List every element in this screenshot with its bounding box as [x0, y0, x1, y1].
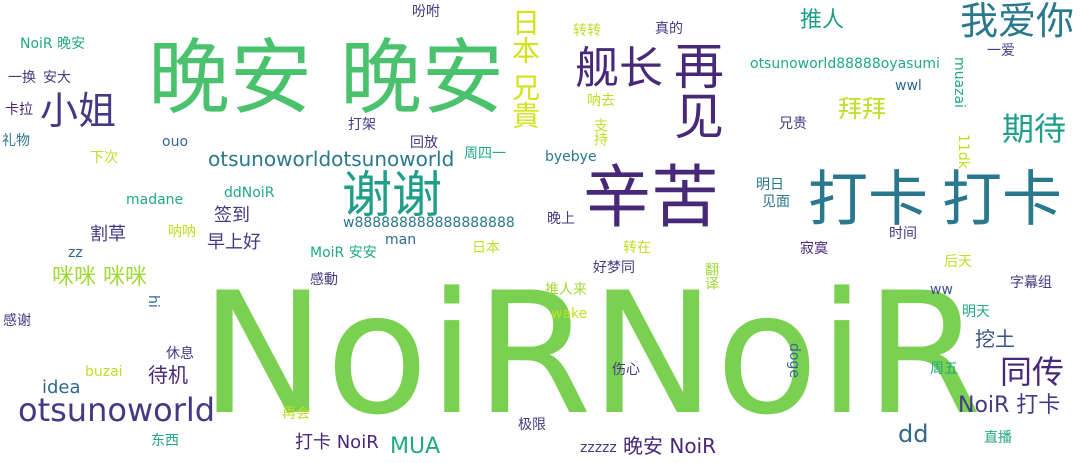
- word-ouo: ouo: [162, 134, 189, 150]
- word-wwl: wwl: [895, 78, 922, 94]
- word-mimi: 咪咪 咪咪: [52, 265, 147, 290]
- word-tuiren: 推人: [800, 8, 845, 33]
- word-ddnoir: ddNoiR: [224, 185, 275, 201]
- word-riben: 日本: [472, 240, 500, 256]
- word-byebye: byebye: [545, 149, 597, 165]
- word-dajia: 打架: [348, 117, 376, 133]
- word-zhuanzai: 转在: [623, 240, 651, 256]
- word-mingtian: 明天: [962, 304, 990, 320]
- word-tongchuan: 同传: [1000, 353, 1065, 391]
- word-buzai: buzai: [85, 364, 123, 380]
- word-huifang: 回放: [410, 135, 438, 151]
- word-qiandao: 签到: [214, 205, 250, 226]
- word-fenfu: 吩咐: [412, 4, 440, 20]
- word-w888: w888888888888888888: [343, 215, 515, 231]
- word-dongxi: 东西: [151, 433, 179, 449]
- word-moir-anan: MoiR 安安: [310, 245, 377, 261]
- word-fanyi: 翻译: [703, 262, 719, 290]
- word-woaini: 我爱你: [960, 0, 1075, 43]
- word-zz: zz: [68, 245, 83, 261]
- word-muazai: muazai: [951, 57, 967, 108]
- word-zhuanzhuan: 转转: [573, 23, 601, 39]
- word-watu: 挖土: [975, 327, 1015, 351]
- word-xiexie: 谢谢: [342, 166, 442, 224]
- word-gandong: 感動: [310, 272, 338, 288]
- word-zaihui: 再会: [282, 406, 310, 422]
- word-zhousiyi: 周四一: [464, 146, 506, 162]
- word-doge: doge: [786, 343, 802, 378]
- word-otsunoworld: otsunoworld: [18, 391, 216, 429]
- word-gecao: 割草: [90, 224, 126, 245]
- word-yiai: 一爱: [987, 43, 1015, 59]
- word-wanshang: 晚上: [547, 211, 575, 227]
- word-jimo: 寂寞: [800, 241, 828, 257]
- word-idea: idea: [42, 377, 81, 398]
- word-houtian: 后天: [944, 254, 972, 270]
- word-shijian: 时间: [889, 226, 917, 242]
- word-shangxin: 伤心: [612, 362, 640, 378]
- word-tuirenlai: 推人来: [545, 282, 587, 298]
- word-zhichi: 支持: [592, 118, 608, 146]
- word-riben-xiongui: 日本 兄貴: [508, 8, 541, 129]
- word-nana: 呐呐: [168, 224, 196, 240]
- word-hi: hi: [145, 295, 161, 308]
- word-daka-2: 打卡: [942, 165, 1062, 235]
- word-wanan-1: 晚安: [148, 31, 313, 126]
- word-zimuzu: 字幕组: [1010, 275, 1052, 291]
- word-xiuxi: 休息: [166, 346, 194, 362]
- word-baibai: 拜拜: [838, 95, 886, 123]
- word-daiji: 待机: [148, 363, 188, 387]
- word-zhouwu: 周五: [930, 361, 958, 377]
- word-ganxie: 感谢: [3, 313, 31, 329]
- word-zaijian: 再见: [666, 40, 724, 140]
- word-zhibo: 直播: [984, 430, 1012, 446]
- word-xiaojie: 小姐: [40, 89, 117, 133]
- word-zaoshanghao: 早上好: [207, 232, 261, 253]
- word-xionggui: 兄贵: [779, 116, 807, 132]
- word-noir-1: NoiR: [200, 256, 592, 452]
- word-anda: 安大: [43, 70, 71, 86]
- word-madane: madane: [126, 192, 184, 208]
- word-yihuan: 一换: [8, 70, 36, 86]
- word-ww: ww: [930, 282, 953, 298]
- word-noir-wanan: NoiR 晚安: [20, 36, 86, 52]
- word-mingri: 明日: [756, 177, 784, 193]
- word-jianmian: 见面: [762, 194, 790, 210]
- word-zzzzz: zzzzz: [580, 440, 617, 456]
- word-jixian: 极限: [518, 417, 546, 433]
- word-naqu: 呐去: [587, 93, 615, 109]
- word-daka-noir: 打卡 NoiR: [295, 432, 379, 453]
- word-dd: dd: [898, 420, 929, 448]
- word-wake: wake: [551, 306, 588, 322]
- word-xiaci: 下次: [90, 150, 118, 166]
- word-11dk: 11dk: [955, 134, 971, 169]
- word-otsunoworld-oyasumi: otsunoworld88888oyasumi: [750, 56, 940, 72]
- word-man: man: [385, 232, 417, 248]
- word-zhende: 真的: [655, 21, 683, 37]
- word-xinku: 辛苦: [583, 159, 720, 238]
- word-kala: 卡拉: [5, 102, 33, 118]
- word-mua: MUA: [390, 434, 441, 459]
- word-liwu: 礼物: [2, 133, 30, 149]
- word-otsunoworldotsunoworld: otsunoworldotsunoworld: [208, 147, 455, 171]
- word-qidai: 期待: [1002, 110, 1067, 148]
- word-daka-1: 打卡: [808, 165, 928, 235]
- word-noir-2: NoiR: [590, 256, 982, 452]
- word-wanan-2: 晚安: [340, 31, 505, 126]
- word-noir-daka: NoiR 打卡: [958, 393, 1061, 418]
- word-jianzhang: 舰长: [575, 43, 663, 94]
- word-wanan-noir: 晚安 NoiR: [623, 434, 717, 458]
- word-haomengtong: 好梦同: [593, 260, 635, 276]
